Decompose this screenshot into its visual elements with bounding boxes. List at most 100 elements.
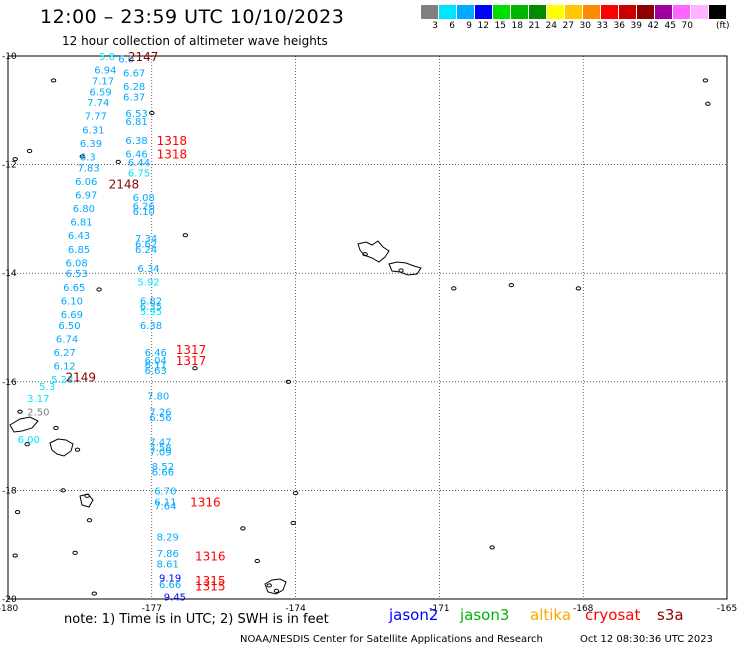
wave-height-label: 6.3 bbox=[80, 152, 96, 163]
color-scale-labels: 3 6 9 12 15 18 21 24 27 30 33 36 39 42 45 70 bbox=[421, 21, 693, 31]
pass-id-label: 1315 bbox=[195, 579, 226, 593]
island-outline bbox=[451, 286, 457, 291]
wave-height-label: 6.75 bbox=[128, 169, 150, 180]
lon-tick-label: -177 bbox=[142, 604, 162, 614]
wave-height-label: 6.67 bbox=[123, 68, 145, 79]
lat-tick-label: -18 bbox=[2, 486, 17, 496]
wave-height-label: 6.59 bbox=[89, 87, 111, 98]
wave-height-label: 6.81 bbox=[70, 218, 92, 229]
island-outline bbox=[24, 442, 30, 447]
color-scale-label: 21 bbox=[528, 21, 540, 31]
color-scale-swatch bbox=[565, 5, 583, 19]
wave-height-label: 6.00 bbox=[18, 435, 40, 446]
wave-height-label: 6.81 bbox=[125, 117, 147, 128]
island-outline bbox=[149, 110, 155, 116]
color-scale-swatch bbox=[601, 5, 619, 19]
wave-height-label: 6.37 bbox=[123, 93, 145, 104]
lat-tick-label: -10 bbox=[2, 52, 17, 62]
wave-height-label: 6.94 bbox=[94, 66, 116, 77]
wave-height-label: 6.70 bbox=[154, 486, 176, 497]
island-outline bbox=[192, 366, 198, 371]
wave-height-label: 6.11 bbox=[145, 360, 167, 371]
wave-height-label: 6.35 bbox=[140, 302, 162, 313]
satellite-legend-altika: altika bbox=[530, 606, 572, 624]
wave-height-label: 6.10 bbox=[61, 296, 83, 307]
wave-height-label: 6.38 bbox=[140, 321, 162, 332]
color-scale-label: 3 bbox=[432, 21, 438, 31]
island-outline bbox=[79, 154, 85, 159]
wave-height-label: 6.08 bbox=[66, 258, 88, 269]
satellite-legend-cryosat: cryosat bbox=[585, 606, 641, 624]
pass-id-label: 2147 bbox=[128, 50, 159, 64]
island-outline bbox=[26, 148, 33, 154]
island-outline bbox=[72, 550, 78, 555]
wave-height-label: 7.47 bbox=[149, 438, 171, 449]
lat-tick-label: -16 bbox=[2, 378, 17, 388]
wave-height-label: 6.53 bbox=[125, 109, 147, 120]
wave-height-label: 2.50 bbox=[27, 408, 49, 419]
wave-height-label: 6.63 bbox=[145, 366, 167, 377]
pass-id-label: 1318 bbox=[157, 134, 188, 148]
pass-id-label: 2149 bbox=[66, 370, 97, 384]
color-scale-label: 39 bbox=[630, 21, 642, 31]
wave-height-label: 3.17 bbox=[27, 394, 49, 405]
island-outline bbox=[14, 510, 21, 515]
island-markers bbox=[12, 78, 711, 596]
wave-height-label: 5.92 bbox=[137, 277, 159, 288]
wave-height-label: 6.80 bbox=[73, 204, 95, 215]
coastline-layer bbox=[9, 240, 422, 595]
wave-height-label: 6.0 bbox=[118, 55, 134, 66]
island-lau bbox=[79, 493, 94, 508]
island-outline bbox=[84, 493, 90, 498]
wave-height-label: 8.61 bbox=[157, 560, 179, 571]
wave-height-label: 6.85 bbox=[68, 245, 90, 256]
island-outline bbox=[575, 286, 582, 291]
wave-height-label: 6.53 bbox=[66, 269, 88, 280]
color-scale-label: 70 bbox=[681, 21, 693, 31]
pass-id-label: 1317 bbox=[176, 343, 207, 357]
color-scale-swatch bbox=[529, 5, 547, 19]
wave-height-label: 6.43 bbox=[68, 231, 90, 242]
color-scale-label: 45 bbox=[664, 21, 676, 31]
wave-height-label: 6.24 bbox=[135, 245, 157, 256]
wave-height-label: 7.77 bbox=[85, 112, 107, 123]
wave-height-label: 7.58 bbox=[149, 443, 171, 454]
wave-height-label: 6.34 bbox=[137, 264, 159, 275]
island-outline bbox=[489, 545, 495, 550]
color-scale-label: 6 bbox=[449, 21, 455, 31]
color-scale-label: 36 bbox=[613, 21, 625, 31]
island-outline bbox=[50, 78, 57, 83]
wave-height-label: 5.3 bbox=[39, 382, 55, 393]
wave-height-label: 6.62 bbox=[135, 239, 157, 250]
island-outline bbox=[290, 520, 296, 526]
wave-height-label: 8.52 bbox=[152, 462, 174, 473]
wave-height-label: 6.04 bbox=[145, 356, 167, 367]
pass-id-label: 2148 bbox=[109, 178, 140, 192]
island-outline bbox=[398, 268, 404, 273]
map-frame bbox=[7, 55, 728, 600]
map-subtitle: 12 hour collection of altimeter wave hei… bbox=[62, 34, 328, 48]
wave-height-label: 5.8 bbox=[99, 52, 115, 63]
color-scale-swatch bbox=[673, 5, 691, 19]
wave-height-label: 6.38 bbox=[125, 136, 147, 147]
wave-height-label: 7.83 bbox=[78, 163, 100, 174]
wave-labels: 5.8 6.06.94 6.67 7.17 6.28 6.59 6.37 7.74 7.77 6.… bbox=[18, 50, 226, 603]
lon-tick-label: -171 bbox=[429, 604, 449, 614]
color-scale-swatch bbox=[475, 5, 493, 19]
color-scale-swatch bbox=[691, 5, 709, 19]
island-outline bbox=[285, 379, 292, 384]
island-outline bbox=[91, 591, 97, 596]
wave-height-label: 7.74 bbox=[87, 98, 109, 109]
credit-text: NOAA/NESDIS Center for Satellite Applica… bbox=[240, 634, 543, 645]
island-outline bbox=[86, 518, 93, 523]
wave-height-label: 6.46 bbox=[125, 150, 147, 161]
color-scale-unit: (ft) bbox=[716, 21, 730, 31]
color-scale-label: 24 bbox=[545, 21, 557, 31]
wave-height-label: 6.74 bbox=[56, 334, 78, 345]
wave-height-label: 6.28 bbox=[123, 82, 145, 93]
map-title: 12:00 – 23:59 UTC 10/10/2023 bbox=[40, 6, 345, 28]
lat-tick-label: -12 bbox=[2, 161, 17, 171]
island-outline bbox=[240, 526, 246, 531]
lon-tick-label: -180 bbox=[0, 604, 18, 614]
wave-height-label: 6.65 bbox=[63, 283, 85, 294]
